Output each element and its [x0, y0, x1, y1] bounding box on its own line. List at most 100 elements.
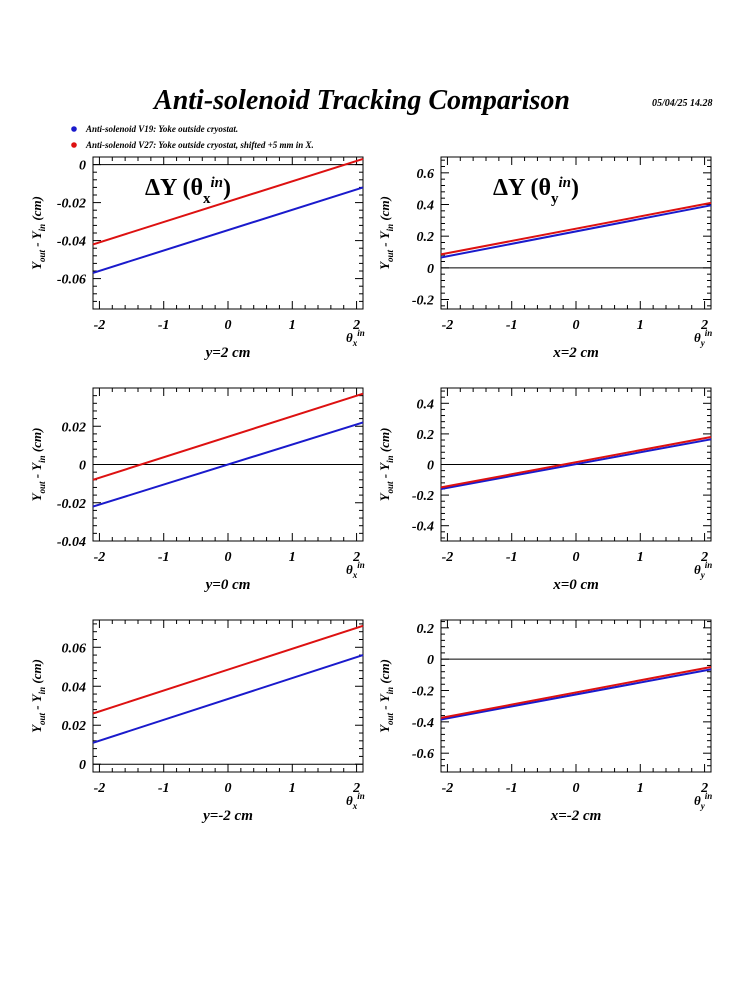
series-v19-line — [440, 668, 712, 721]
x-axis-label: y=0 cm — [204, 577, 251, 593]
y-tick-label: 0 — [427, 262, 434, 277]
x-tick-label: 2 — [700, 781, 708, 796]
x-axis-title: θxin — [346, 791, 365, 811]
x-tick-label: -2 — [442, 550, 454, 565]
y-tick-label: 0 — [79, 758, 86, 773]
legend-label-v27: Anti-solenoid V27: Yoke outside cryostat… — [85, 140, 314, 150]
x-axis-label: x=0 cm — [552, 577, 599, 593]
y-tick-label: 0.2 — [417, 622, 435, 637]
x-axis-title: θyin — [694, 560, 712, 580]
y-axis-label: Yout - Yin (cm) — [377, 428, 395, 502]
x-tick-label: 2 — [700, 318, 708, 333]
y-axis-label: Yout - Yin (cm) — [29, 196, 47, 270]
y-tick-label: -0.2 — [412, 685, 434, 700]
y-tick-label: 0.2 — [417, 428, 435, 443]
timestamp: 05/04/25 14.28 — [652, 98, 713, 109]
panel-annotation: ΔY (θyin) — [493, 175, 579, 207]
y-tick-label: -0.6 — [412, 747, 434, 762]
y-tick-label: 0.6 — [417, 167, 435, 182]
x-tick-label: 0 — [225, 318, 232, 333]
x-axis-title: θxin — [346, 328, 365, 348]
x-tick-label: -2 — [94, 550, 106, 565]
x-tick-label: 1 — [289, 781, 296, 796]
x-axis-label: y=-2 cm — [201, 808, 253, 824]
series-v19-line — [92, 654, 364, 744]
x-tick-label: 2 — [700, 550, 708, 565]
figure-title: Anti-solenoid Tracking Comparison — [152, 85, 570, 116]
panel-2: -2 -1 0 1 2 0.6 0.4 0.2 0 -0.2 ΔY (θyin) θyin x=2 cm… — [377, 156, 712, 361]
x-tick-label: -1 — [158, 318, 170, 333]
y-tick-label: -0.04 — [57, 235, 86, 250]
y-tick-label: -0.4 — [412, 716, 434, 731]
y-tick-label: -0.4 — [412, 520, 434, 535]
series-v27-line — [92, 157, 364, 246]
series-v19-line — [440, 204, 712, 259]
x-tick-label: -2 — [94, 318, 106, 333]
panel-6: -2 -1 0 1 2 0.2 0 -0.2 -0.4 -0.6 θyin x=-2 cm Yout -… — [377, 619, 712, 824]
x-tick-label: 2 — [352, 318, 360, 333]
y-tick-label: 0 — [427, 459, 434, 474]
x-tick-label: 0 — [225, 781, 232, 796]
x-axis-title: θxin — [346, 560, 365, 580]
x-tick-label: -2 — [442, 318, 454, 333]
panel-annotation: ΔY (θxin) — [145, 175, 231, 207]
series-v27-line — [92, 624, 364, 715]
y-tick-label: -0.02 — [57, 197, 86, 212]
y-tick-label: 0.4 — [417, 199, 435, 214]
legend-marker-v19 — [71, 126, 77, 132]
y-axis-label: Yout - Yin (cm) — [377, 196, 395, 270]
series-v19-line — [92, 186, 364, 274]
x-tick-label: 0 — [573, 318, 580, 333]
panel-3: -2 -1 0 1 2 0.02 0 -0.02 -0.04 θxin y=0 cm Yout - Y… — [29, 387, 365, 593]
x-tick-label: 1 — [637, 318, 644, 333]
x-axis-label: x=2 cm — [552, 345, 599, 361]
y-tick-label: -0.2 — [412, 294, 434, 309]
y-tick-label: 0 — [79, 459, 86, 474]
y-tick-label: -0.06 — [57, 273, 86, 288]
x-tick-label: 1 — [637, 550, 644, 565]
x-axis-title: θyin — [694, 328, 712, 348]
x-tick-label: 2 — [352, 550, 360, 565]
y-tick-label: 0.06 — [62, 641, 87, 656]
plot-frame — [440, 619, 712, 773]
series-v27-line — [440, 201, 712, 256]
y-tick-label: 0.02 — [62, 420, 87, 435]
x-axis-label: y=2 cm — [204, 345, 251, 361]
x-tick-label: -1 — [506, 781, 518, 796]
y-tick-label: 0.02 — [62, 719, 87, 734]
x-tick-label: 1 — [289, 550, 296, 565]
y-axis-label: Yout - Yin (cm) — [29, 428, 47, 502]
legend: Anti-solenoid V19: Yoke outside cryostat… — [71, 124, 314, 150]
series-v27-line — [92, 392, 364, 481]
x-tick-label: -2 — [94, 781, 106, 796]
x-tick-label: 1 — [637, 781, 644, 796]
series-v27-line — [440, 666, 712, 719]
x-tick-label: 0 — [573, 781, 580, 796]
x-tick-label: -1 — [158, 781, 170, 796]
panel-4: -2 -1 0 1 2 0.4 0.2 0 -0.2 -0.4 θyin x=0 cm Yout - Y… — [377, 387, 712, 593]
series-v19-line — [440, 438, 712, 490]
x-axis-label: x=-2 cm — [550, 808, 602, 824]
series-v19-line — [92, 421, 364, 508]
panel-5: -2 -1 0 1 2 0.06 0.04 0.02 0 θxin y=-2 cm Yout - Yi… — [29, 619, 365, 824]
y-tick-label: -0.04 — [57, 535, 86, 550]
series-v27-line — [440, 436, 712, 489]
x-tick-label: 1 — [289, 318, 296, 333]
y-tick-label: 0.2 — [417, 230, 435, 245]
x-axis-title: θyin — [694, 791, 712, 811]
y-tick-label: 0 — [427, 653, 434, 668]
x-tick-label: -1 — [158, 550, 170, 565]
y-axis-label: Yout - Yin (cm) — [377, 659, 395, 733]
y-tick-label: 0.04 — [62, 680, 87, 695]
legend-label-v19: Anti-solenoid V19: Yoke outside cryostat… — [85, 124, 238, 134]
plot-frame — [92, 619, 364, 773]
x-tick-label: -2 — [442, 781, 454, 796]
y-tick-label: -0.02 — [57, 497, 86, 512]
x-tick-label: 2 — [352, 781, 360, 796]
y-tick-label: 0 — [79, 159, 86, 174]
x-tick-label: 0 — [225, 550, 232, 565]
y-tick-label: -0.2 — [412, 489, 434, 504]
legend-marker-v27 — [71, 142, 77, 148]
